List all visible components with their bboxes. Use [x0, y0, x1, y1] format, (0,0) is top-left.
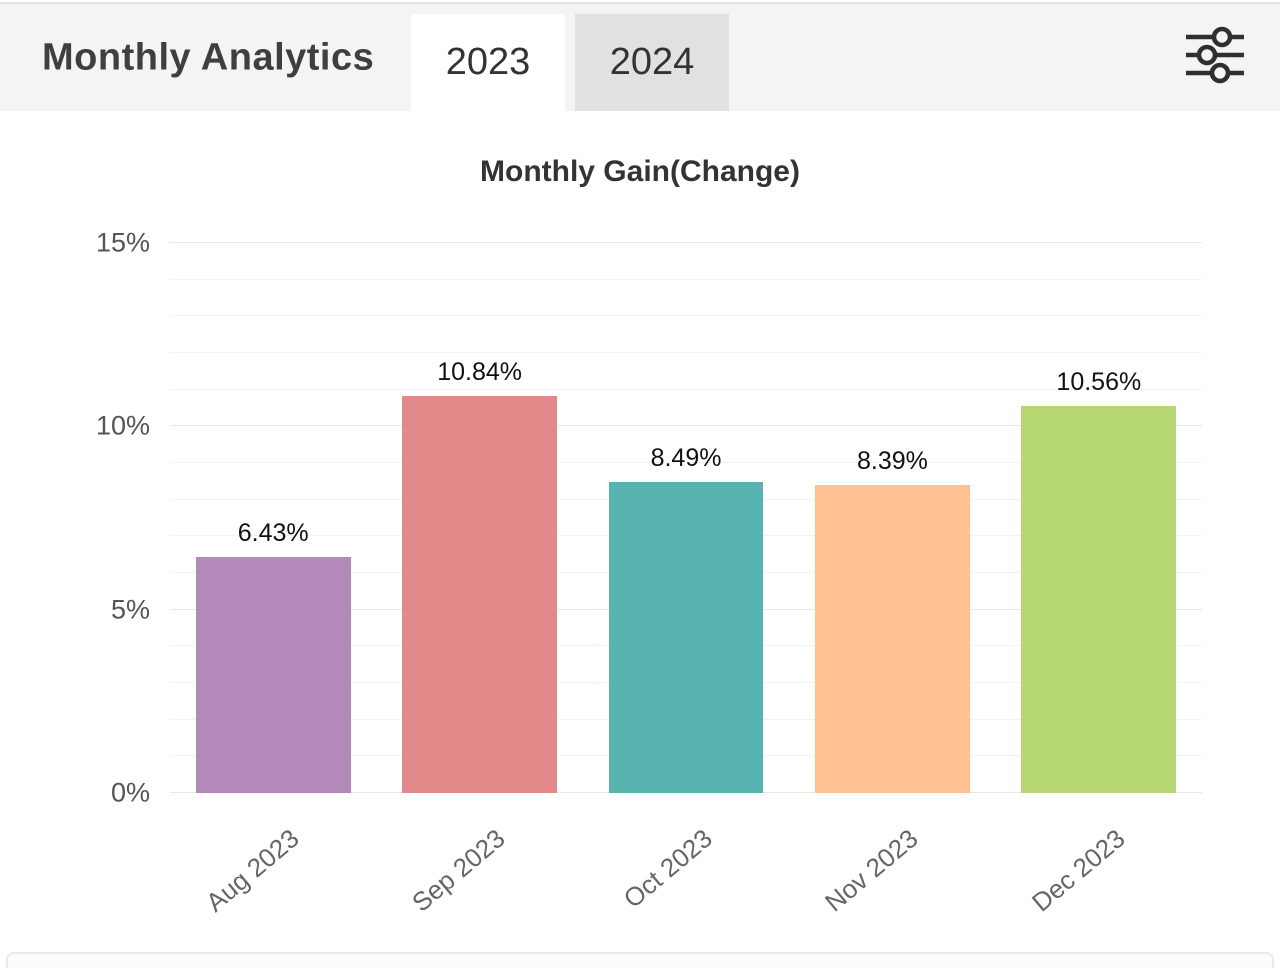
minor-gridline — [170, 462, 1202, 463]
x-cell: Oct 2023 — [583, 793, 789, 958]
chart-bar[interactable] — [402, 395, 557, 793]
x-cell: Nov 2023 — [789, 793, 995, 958]
minor-gridline — [170, 388, 1202, 390]
x-cell: Sep 2023 — [376, 793, 582, 958]
app-header: Monthly Analytics 2023 2024 — [0, 4, 1280, 111]
minor-gridline — [170, 352, 1202, 353]
x-axis-tick-label: Dec 2023 — [1025, 823, 1131, 918]
bars-row: 6.43% 10.84% 8.49% 8.39% 10.56% — [170, 243, 1202, 793]
chart-bar[interactable] — [1021, 405, 1177, 793]
bar-cell: 6.43% — [170, 243, 376, 793]
x-axis-tick-label: Aug 2023 — [199, 823, 305, 918]
minor-gridline — [170, 315, 1202, 317]
year-tabs: 2023 2024 — [411, 14, 729, 111]
x-axis: Aug 2023 Sep 2023 Oct 2023 Nov 2023 Dec 2023 — [170, 793, 1202, 958]
major-gridline — [170, 242, 1202, 243]
x-axis-tick-label: Nov 2023 — [819, 823, 924, 918]
bar-cell: 10.84% — [376, 243, 582, 793]
tab-2024[interactable]: 2024 — [575, 14, 729, 111]
bar-cell: 8.39% — [789, 243, 995, 793]
x-cell: Aug 2023 — [170, 793, 376, 958]
x-axis-tick-label: Sep 2023 — [406, 823, 511, 918]
y-axis-tick-label: 10% — [95, 410, 150, 441]
bar-cell: 10.56% — [996, 243, 1202, 793]
chart-title: Monthly Gain(Change) — [480, 155, 800, 188]
bar-value-label: 10.84% — [437, 357, 522, 386]
x-axis-tick-label: Oct 2023 — [617, 823, 718, 914]
page-title: Monthly Analytics — [42, 36, 375, 78]
chart: 0% 5% 10% 15% 6.43% 10.84% 8.49% 8.39% 10.56% Au… — [96, 228, 1202, 958]
minor-gridline — [170, 278, 1202, 280]
chart-bar[interactable] — [195, 557, 351, 793]
y-axis-tick-label: 5% — [110, 594, 150, 625]
chart-bar[interactable] — [815, 485, 970, 793]
top-divider — [0, 0, 1280, 4]
bar-cell: 8.49% — [583, 243, 789, 793]
x-cell: Dec 2023 — [996, 793, 1202, 958]
next-card-top-edge — [6, 952, 1274, 968]
y-axis-tick-label: 15% — [95, 227, 150, 258]
y-axis-tick-label: 0% — [110, 777, 150, 808]
bar-value-label: 10.56% — [1056, 367, 1142, 396]
plot-area: 0% 5% 10% 15% 6.43% 10.84% 8.49% 8.39% 10.56% — [96, 228, 1202, 808]
bar-value-label: 8.49% — [650, 443, 722, 472]
tab-2023[interactable]: 2023 — [411, 14, 565, 111]
bar-value-label: 6.43% — [237, 519, 309, 548]
major-gridline — [170, 425, 1202, 427]
chart-bar[interactable] — [608, 481, 764, 793]
chart-card: Monthly Gain(Change) 0% 5% 10% 15% 6.43% 10.8… — [0, 111, 1280, 968]
bar-value-label: 8.39% — [856, 447, 928, 476]
filter-sliders-button[interactable] — [1183, 26, 1247, 89]
sliders-icon — [1184, 26, 1246, 89]
